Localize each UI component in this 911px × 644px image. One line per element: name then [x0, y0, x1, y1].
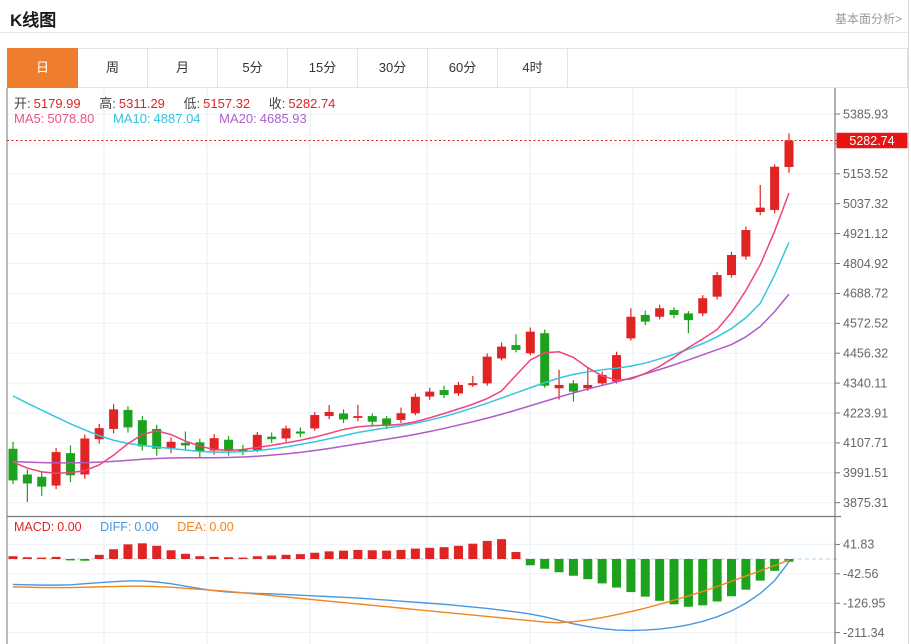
ma5-value: 5078.80: [47, 111, 95, 126]
widget-header: K线图 基本面分析>: [0, 0, 908, 33]
svg-text:4456.32: 4456.32: [843, 347, 888, 361]
svg-text:41.83: 41.83: [843, 538, 874, 552]
svg-text:-42.56: -42.56: [843, 567, 878, 581]
svg-text:-211.34: -211.34: [843, 626, 885, 640]
svg-text:3991.51: 3991.51: [843, 466, 888, 480]
ma-readout: MA5: 5078.80 MA10: 4887.04 MA20: 4685.93: [14, 111, 322, 126]
tab-4hour[interactable]: 4时: [498, 49, 568, 87]
svg-text:4921.12: 4921.12: [843, 227, 888, 241]
svg-text:5282.74: 5282.74: [849, 134, 894, 148]
svg-text:4223.91: 4223.91: [843, 406, 888, 420]
tab-30min[interactable]: 30分: [358, 49, 428, 87]
dea-value: 0.00: [209, 520, 234, 534]
ohlc-readout: 开: 5179.99 高: 5311.29 低: 5157.32 收: 5282.74: [14, 93, 338, 112]
svg-text:5153.52: 5153.52: [843, 167, 888, 181]
page-title: K线图: [10, 11, 57, 30]
tab-60min[interactable]: 60分: [428, 49, 498, 87]
open-value: 5179.99: [33, 96, 81, 111]
tab-week[interactable]: 周: [78, 49, 148, 87]
macd-value: 0.00: [57, 520, 82, 534]
svg-text:4107.71: 4107.71: [843, 436, 888, 450]
low-label: 低:: [183, 96, 201, 111]
macd-readout: MACD: 0.00 DIFF: 0.00 DEA: 0.00: [14, 520, 249, 534]
svg-text:4688.72: 4688.72: [843, 287, 888, 301]
close-label: 收:: [268, 96, 286, 111]
tab-5min[interactable]: 5分: [218, 49, 288, 87]
low-value: 5157.32: [203, 96, 251, 111]
fundamental-analysis-link[interactable]: 基本面分析>: [834, 12, 902, 26]
ma5-label: MA5:: [14, 111, 45, 126]
high-label: 高:: [99, 96, 116, 111]
ma10-label: MA10:: [112, 111, 151, 126]
close-value: 5282.74: [288, 96, 336, 111]
kline-chart[interactable]: 5385.93 5153.52 5037.32 4921.12 4804.92 4688.…: [0, 88, 909, 644]
tab-day[interactable]: 日: [7, 48, 78, 88]
ma20-value: 4685.93: [259, 111, 307, 126]
dea-label: DEA:: [177, 520, 207, 534]
chart-area: 5385.93 5153.52 5037.32 4921.12 4804.92 4688.…: [0, 88, 909, 644]
svg-text:-126.95: -126.95: [843, 597, 885, 611]
open-label: 开:: [14, 96, 31, 111]
svg-text:5037.32: 5037.32: [843, 197, 888, 211]
svg-text:4572.52: 4572.52: [843, 317, 888, 331]
diff-label: DIFF:: [100, 520, 132, 534]
tab-15min[interactable]: 15分: [288, 49, 358, 87]
svg-text:3875.31: 3875.31: [843, 496, 888, 510]
ma20-label: MA20:: [219, 111, 257, 126]
high-value: 5311.29: [118, 96, 165, 111]
svg-text:5385.93: 5385.93: [843, 107, 888, 121]
period-tabs: 日 周 月 5分 15分 30分 60分 4时: [7, 48, 908, 88]
ma10-value: 4887.04: [153, 111, 201, 126]
diff-value: 0.00: [134, 520, 159, 534]
macd-label: MACD:: [14, 520, 55, 534]
svg-text:4340.11: 4340.11: [843, 376, 887, 390]
tab-month[interactable]: 月: [148, 49, 218, 87]
svg-text:4804.92: 4804.92: [843, 257, 888, 271]
